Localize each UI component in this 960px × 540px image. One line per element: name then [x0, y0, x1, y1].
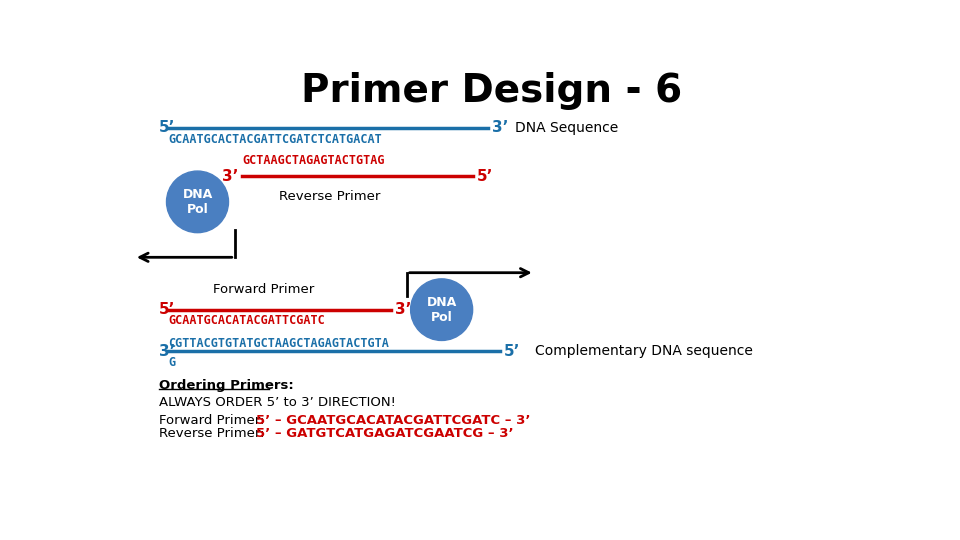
- Text: 3’: 3’: [492, 120, 509, 136]
- Text: GCAATGCACTACGATTCGATCTCATGACAT: GCAATGCACTACGATTCGATCTCATGACAT: [168, 132, 382, 146]
- Text: 5’: 5’: [158, 302, 175, 317]
- Text: 3’: 3’: [222, 169, 239, 184]
- Text: Ordering Primers:: Ordering Primers:: [158, 379, 294, 392]
- Text: Forward Primer:: Forward Primer:: [158, 414, 264, 427]
- Text: DNA
Pol: DNA Pol: [182, 188, 212, 216]
- Text: 5’ – GCAATGCACATACGATTCGATC – 3’: 5’ – GCAATGCACATACGATTCGATC – 3’: [255, 414, 530, 427]
- Text: Primer Design - 6: Primer Design - 6: [301, 72, 683, 111]
- Text: DNA
Pol: DNA Pol: [426, 296, 457, 323]
- Text: 3’: 3’: [158, 344, 175, 359]
- Text: Complementary DNA sequence: Complementary DNA sequence: [535, 344, 753, 358]
- Circle shape: [166, 171, 228, 233]
- Text: 5’: 5’: [158, 120, 175, 136]
- Text: ALWAYS ORDER 5’ to 3’ DIRECTION!: ALWAYS ORDER 5’ to 3’ DIRECTION!: [158, 396, 396, 409]
- Text: DNA Sequence: DNA Sequence: [516, 121, 618, 135]
- Text: G: G: [168, 356, 175, 369]
- Text: Reverse Primer:: Reverse Primer:: [158, 427, 264, 440]
- Text: Reverse Primer: Reverse Primer: [278, 190, 380, 203]
- Text: 5’: 5’: [476, 169, 492, 184]
- Text: Forward Primer: Forward Primer: [213, 283, 314, 296]
- Text: CGTTACGTGTATGCTAAGCTAGAGTACTGTA: CGTTACGTGTATGCTAAGCTAGAGTACTGTA: [168, 337, 389, 350]
- Text: 5’ – GATGTCATGAGATCGAATCG – 3’: 5’ – GATGTCATGAGATCGAATCG – 3’: [255, 427, 514, 440]
- Text: 5’: 5’: [504, 344, 520, 359]
- Text: 3’: 3’: [396, 302, 412, 317]
- Text: GCTAAGCTAGAGTACTGTAG: GCTAAGCTAGAGTACTGTAG: [243, 154, 385, 167]
- Text: GCAATGCACATACGATTCGATC: GCAATGCACATACGATTCGATC: [168, 314, 324, 327]
- Circle shape: [411, 279, 472, 340]
